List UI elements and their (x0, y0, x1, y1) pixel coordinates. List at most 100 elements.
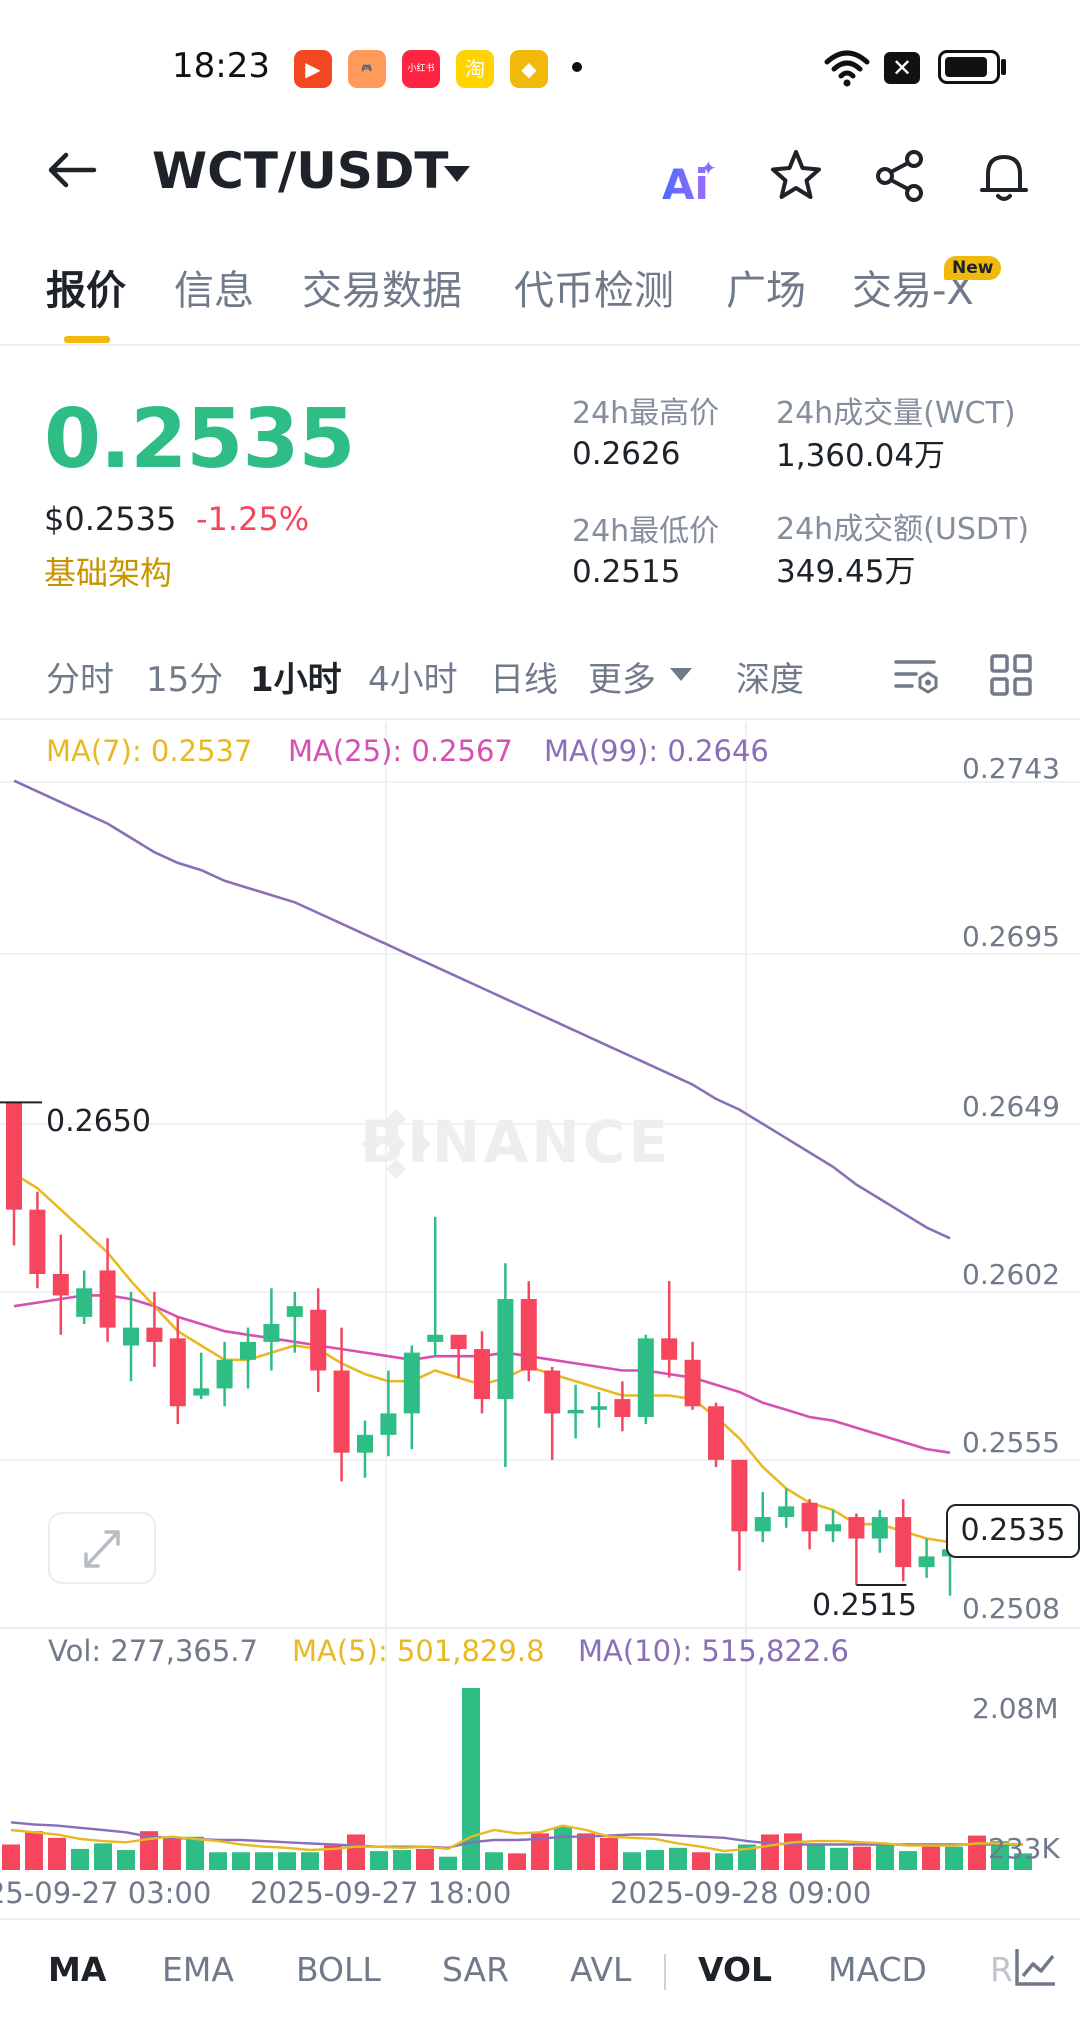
tab-token-check[interactable]: 代币检测 (514, 268, 674, 314)
pair-title[interactable]: WCT/USDT (152, 142, 449, 200)
indicator-settings-icon[interactable] (1014, 1946, 1058, 1988)
volume-bar (163, 1836, 181, 1870)
volume-bar (761, 1834, 779, 1870)
interval-15m[interactable]: 15分 (146, 660, 224, 700)
tab-square[interactable]: 广场 (726, 268, 806, 314)
indicator-separator (664, 1954, 666, 1990)
interval-1d[interactable]: 日线 (490, 660, 558, 700)
favorite-star-icon[interactable] (768, 148, 824, 204)
indicator-ma[interactable]: MA (48, 1950, 107, 1989)
candle-body (310, 1309, 327, 1371)
candle-body (918, 1556, 935, 1568)
indicator-avl[interactable]: AVL (570, 1950, 632, 1989)
volume-bar (853, 1846, 871, 1870)
indicator-sar[interactable]: SAR (442, 1950, 510, 1989)
volume-bar (186, 1836, 204, 1870)
game-app-icon: 🎮 (348, 50, 386, 88)
candle-body (99, 1270, 116, 1328)
tab-trading-data[interactable]: 交易数据 (302, 268, 462, 314)
volume-bar (991, 1841, 1009, 1870)
volume-bar (324, 1845, 342, 1870)
more-caret-icon (670, 668, 692, 681)
candle-body (169, 1338, 186, 1407)
layout-grid-icon[interactable] (990, 654, 1032, 696)
indicator-boll[interactable]: BOLL (296, 1950, 381, 1989)
new-badge: New (944, 256, 1002, 280)
candle-body (146, 1327, 163, 1342)
indicator-vol[interactable]: VOL (698, 1950, 773, 1989)
battery-icon (938, 50, 1000, 84)
binance-watermark: BINANCE (360, 1108, 671, 1176)
depth-tab[interactable]: 深度 (736, 660, 804, 700)
battery-level (945, 57, 987, 77)
amount-24h-value: 349.45万 (776, 554, 916, 590)
volume-bar (899, 1851, 917, 1870)
candle-body (614, 1399, 631, 1417)
low-24h-label: 24h最低价 (572, 514, 720, 549)
tab-info[interactable]: 信息 (174, 268, 254, 314)
candle-body (403, 1352, 420, 1414)
binance-app-icon: ◆ (510, 50, 548, 88)
pair-dropdown-icon[interactable] (444, 166, 470, 182)
volume-bar (508, 1853, 526, 1870)
tab-quote[interactable]: 报价 (46, 268, 126, 314)
active-tab-indicator (64, 336, 110, 343)
candle-body (591, 1406, 607, 1410)
candle-body (848, 1517, 865, 1539)
volume-bar (232, 1852, 250, 1870)
nav-tabs: 报价 信息 交易数据 代币检测 广场 交易-X (0, 258, 1080, 342)
interval-divider (0, 718, 1080, 720)
volume-bar (692, 1852, 710, 1870)
candle-body (661, 1338, 678, 1360)
alert-bell-icon[interactable] (976, 148, 1032, 204)
fullscreen-button[interactable] (48, 1512, 156, 1584)
volume-bar (439, 1856, 457, 1870)
volume-bar (623, 1852, 641, 1870)
share-icon[interactable] (872, 148, 928, 204)
volume-bar (922, 1844, 940, 1870)
volume-bar (462, 1688, 480, 1870)
interval-1h[interactable]: 1小时 (250, 660, 342, 700)
candlestick-chart[interactable] (0, 722, 1080, 1882)
volume-bar (25, 1831, 43, 1870)
interval-more[interactable]: 更多 (588, 660, 656, 700)
time-axis-label: 2025-09-28 09:00 (610, 1876, 872, 1910)
volume-bar (370, 1851, 388, 1870)
vol-ma5-legend: MA(5): 501,829.8 (292, 1634, 545, 1668)
back-arrow-icon[interactable] (44, 150, 100, 190)
candle-body (286, 1306, 303, 1317)
volume-bar (117, 1850, 135, 1870)
chart-settings-icon[interactable] (894, 654, 940, 696)
last-price-tag: 0.2535 (946, 1504, 1080, 1558)
candle-body (123, 1327, 139, 1346)
volume-bar (600, 1837, 618, 1870)
volume-bar (2, 1844, 20, 1870)
candle-body (895, 1517, 912, 1568)
interval-4h[interactable]: 4小时 (368, 660, 458, 700)
volume-bar (531, 1833, 549, 1870)
volume-bar (393, 1850, 411, 1870)
tabs-divider (0, 344, 1080, 346)
indicator-divider (0, 1918, 1080, 1920)
candle-body (801, 1502, 818, 1532)
high-marker-label: 0.2650 (46, 1104, 151, 1139)
expand-icon (84, 1530, 120, 1568)
price-axis-tick: 0.2743 (962, 752, 1060, 785)
candle-body (871, 1517, 888, 1539)
indicator-macd[interactable]: MACD (828, 1950, 927, 1989)
candle-body (637, 1338, 654, 1417)
notification-dot-icon (572, 62, 582, 72)
volume-bar (646, 1850, 664, 1870)
time-axis-label: 2025-09-27 03:00 (0, 1876, 212, 1910)
candle-body (427, 1334, 444, 1342)
interval-line[interactable]: 分时 (46, 660, 114, 700)
candle-body (544, 1370, 561, 1414)
volume-bar (301, 1852, 319, 1870)
indicator-ema[interactable]: EMA (162, 1950, 234, 1989)
category-tag[interactable]: 基础架构 (44, 554, 173, 592)
ai-assistant-icon[interactable]: Ai (662, 160, 709, 209)
candle-body (731, 1459, 748, 1532)
price-change: -1.25% (196, 500, 310, 538)
high-24h-value: 0.2626 (572, 436, 681, 472)
indicator-rsi[interactable]: R (990, 1950, 1013, 1989)
